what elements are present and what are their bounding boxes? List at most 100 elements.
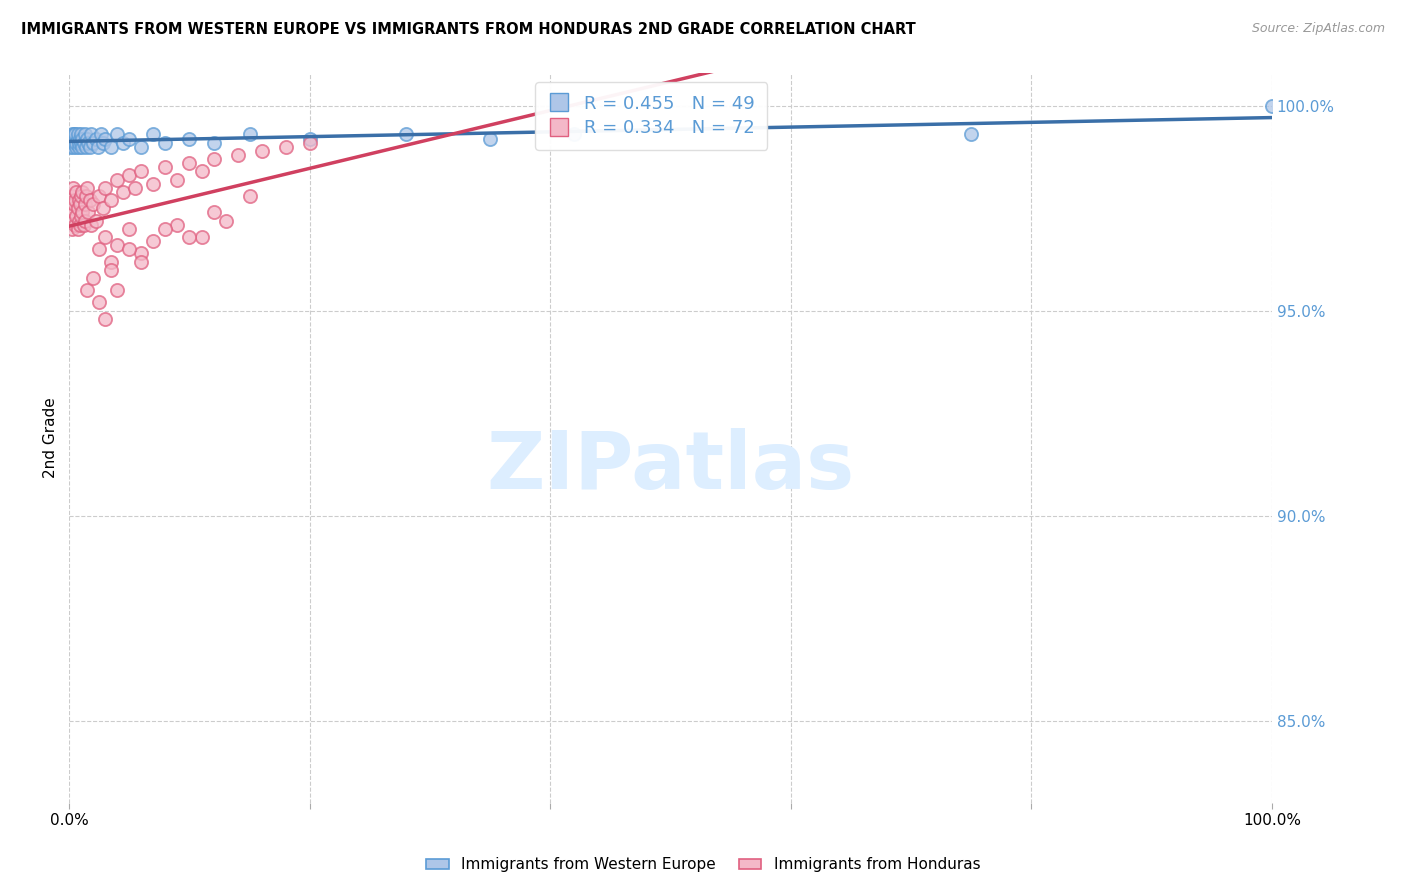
Point	[94, 230, 117, 244]
Point	[69, 218, 91, 232]
Point	[65, 131, 87, 145]
Point	[73, 128, 96, 142]
Point	[112, 136, 135, 150]
Point	[67, 140, 90, 154]
Point	[124, 180, 146, 194]
Point	[77, 136, 100, 150]
Point	[142, 128, 165, 142]
Point	[179, 156, 201, 170]
Point	[69, 197, 91, 211]
Point	[65, 218, 87, 232]
Point	[70, 210, 93, 224]
Point	[91, 136, 114, 150]
Point	[166, 218, 188, 232]
Point	[73, 136, 96, 150]
Point	[239, 128, 262, 142]
Point	[59, 140, 82, 154]
Point	[76, 131, 98, 145]
Point	[72, 185, 94, 199]
Text: Source: ZipAtlas.com: Source: ZipAtlas.com	[1251, 22, 1385, 36]
Point	[166, 172, 188, 186]
Point	[76, 283, 98, 297]
Point	[63, 136, 86, 150]
Point	[105, 172, 128, 186]
Point	[72, 131, 94, 145]
Point	[112, 185, 135, 199]
Point	[63, 128, 86, 142]
Point	[75, 140, 97, 154]
Point	[105, 238, 128, 252]
Point	[67, 193, 90, 207]
Point	[105, 283, 128, 297]
Point	[66, 221, 89, 235]
Point	[131, 246, 153, 260]
Legend: R = 0.455   N = 49, R = 0.334   N = 72: R = 0.455 N = 49, R = 0.334 N = 72	[536, 82, 768, 150]
Point	[131, 164, 153, 178]
Point	[89, 128, 111, 142]
Point	[100, 262, 122, 277]
Point	[62, 213, 84, 227]
Point	[82, 197, 104, 211]
Point	[80, 128, 103, 142]
Point	[226, 148, 249, 162]
Point	[66, 128, 89, 142]
Point	[274, 140, 297, 154]
Point	[62, 140, 84, 154]
Point	[76, 180, 98, 194]
Point	[155, 136, 177, 150]
Point	[72, 205, 94, 219]
Point	[70, 128, 93, 142]
Point	[60, 221, 83, 235]
Point	[202, 205, 225, 219]
Point	[100, 193, 122, 207]
Point	[73, 197, 96, 211]
Point	[65, 185, 87, 199]
Point	[59, 201, 82, 215]
Point	[239, 189, 262, 203]
Point	[91, 201, 114, 215]
Point	[89, 295, 111, 310]
Point	[1261, 99, 1284, 113]
Point	[105, 128, 128, 142]
Point	[62, 180, 84, 194]
Point	[100, 254, 122, 268]
Point	[118, 131, 141, 145]
Point	[250, 144, 273, 158]
Point	[70, 189, 93, 203]
Point	[118, 242, 141, 256]
Point	[67, 136, 90, 150]
Point	[94, 312, 117, 326]
Point	[65, 140, 87, 154]
Point	[155, 221, 177, 235]
Point	[63, 197, 86, 211]
Point	[94, 131, 117, 145]
Point	[82, 271, 104, 285]
Point	[66, 131, 89, 145]
Point	[63, 205, 86, 219]
Point	[94, 180, 117, 194]
Point	[65, 136, 87, 150]
Point	[131, 140, 153, 154]
Point	[65, 193, 87, 207]
Point	[89, 242, 111, 256]
Point	[118, 221, 141, 235]
Point	[89, 189, 111, 203]
Text: ZIPatlas: ZIPatlas	[486, 428, 855, 506]
Point	[67, 213, 90, 227]
Point	[118, 169, 141, 183]
Point	[65, 210, 87, 224]
Point	[142, 177, 165, 191]
Point	[82, 136, 104, 150]
Legend: Immigrants from Western Europe, Immigrants from Honduras: Immigrants from Western Europe, Immigran…	[418, 849, 988, 880]
Point	[73, 218, 96, 232]
Point	[72, 140, 94, 154]
Point	[65, 128, 87, 142]
Point	[79, 193, 101, 207]
Point	[73, 213, 96, 227]
Point	[66, 201, 89, 215]
Point	[202, 152, 225, 166]
Point	[564, 128, 586, 142]
Point	[298, 136, 321, 150]
Point	[62, 131, 84, 145]
Point	[79, 140, 101, 154]
